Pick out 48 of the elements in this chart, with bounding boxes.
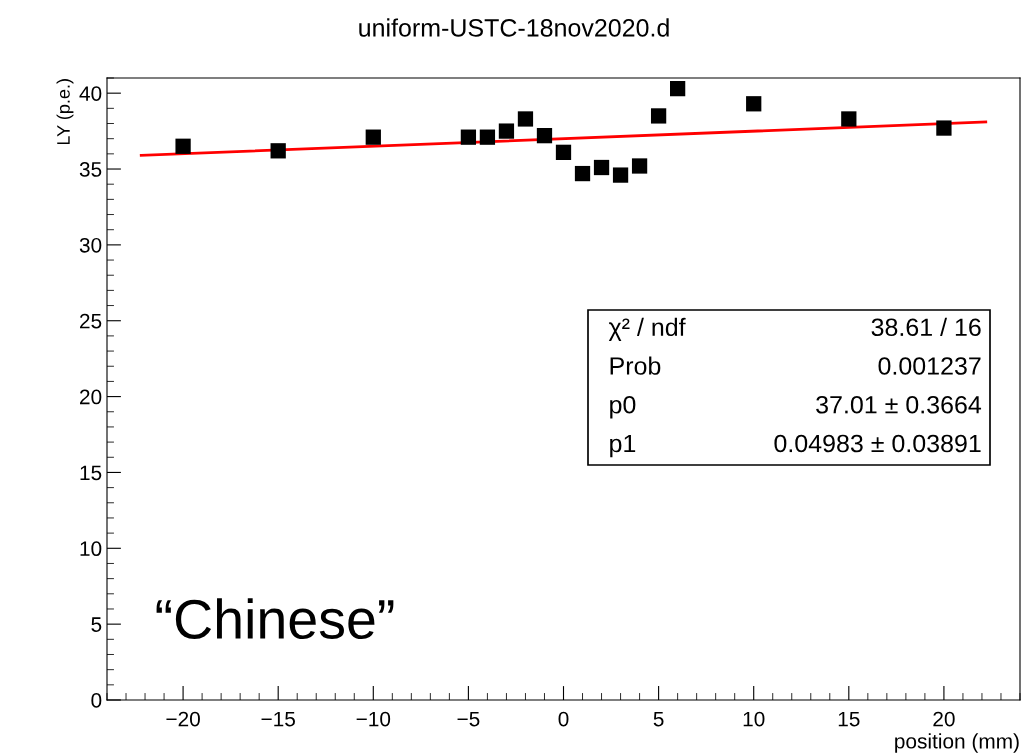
- annotation: 38.61 / 16: [871, 317, 981, 337]
- y-tick-label: 10: [80, 541, 102, 557]
- annotation: p0: [610, 395, 636, 419]
- point: [574, 165, 591, 182]
- x-tick-label: 20: [933, 711, 955, 727]
- point: [536, 128, 553, 144]
- point: [270, 143, 286, 159]
- y-tick-label: 5: [91, 617, 102, 632]
- annotation: χ² / ndf: [608, 317, 686, 342]
- point: [593, 159, 610, 176]
- annotation: 0.001237: [878, 357, 981, 375]
- x-tick-label: 10: [743, 711, 765, 727]
- chart-title: uniform-USTC-18nov2020.d: [359, 18, 669, 37]
- point: [498, 123, 515, 139]
- point: [175, 138, 191, 154]
- point: [365, 129, 381, 145]
- x-tick-label: −5: [457, 711, 480, 727]
- point: [936, 120, 952, 136]
- point: [612, 167, 629, 183]
- y-tick-label: 40: [79, 86, 102, 101]
- x-tick-label: −15: [261, 711, 295, 727]
- x-tick-label: −10: [356, 711, 391, 727]
- point: [479, 129, 496, 145]
- annotation: Prob: [610, 356, 661, 375]
- point: [841, 111, 857, 127]
- y-tick-label: 15: [80, 465, 102, 481]
- y-tick-label: 25: [80, 313, 102, 329]
- y-tick-label: 35: [79, 162, 102, 177]
- y-tick-label: 0: [91, 693, 102, 708]
- annotation: “Chinese”: [156, 598, 394, 640]
- annotation: p1: [610, 434, 636, 458]
- x-tick-label: 0: [558, 711, 569, 727]
- annotation: 37.01 ± 0.3664: [816, 395, 982, 414]
- y-tick-label: 20: [80, 389, 102, 405]
- point: [517, 111, 534, 127]
- point: [746, 96, 762, 112]
- x-tick-label: −20: [166, 711, 200, 727]
- point: [650, 108, 667, 124]
- point: [631, 158, 648, 174]
- point: [669, 80, 686, 97]
- y-axis-title: LY (p.e.): [56, 79, 74, 145]
- point: [555, 144, 572, 160]
- x-axis-title: position (mm): [895, 733, 1019, 753]
- annotation: 0.04983 ± 0.03891: [774, 434, 981, 453]
- x-tick-label: 15: [838, 711, 860, 727]
- y-tick-label: 30: [79, 237, 102, 253]
- point: [460, 129, 477, 145]
- x-tick-label: 5: [653, 711, 664, 727]
